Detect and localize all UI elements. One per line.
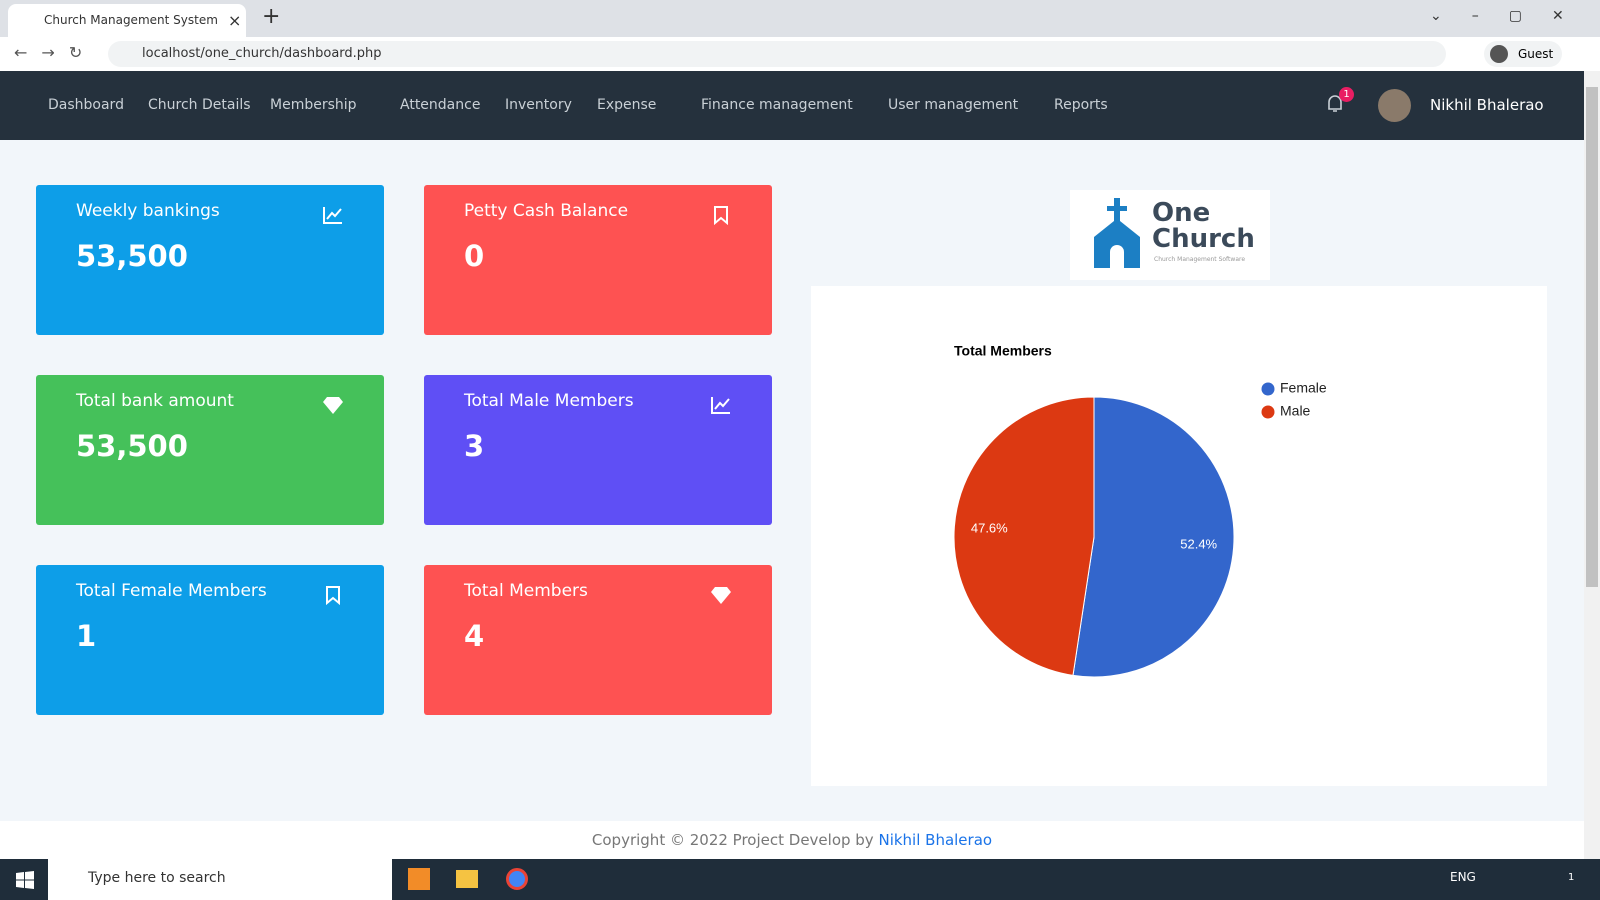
stat-card: Total Male Members 3 <box>424 375 772 525</box>
card-label: Total Female Members <box>76 581 267 601</box>
logo: One Church Church Management Software <box>1070 190 1270 280</box>
start-button[interactable] <box>16 871 34 889</box>
card-label: Total Members <box>464 581 588 601</box>
pie-slice <box>953 396 1095 676</box>
tab-bar: Church Management System × + ⌄–▢✕ <box>0 0 1600 37</box>
profile-name: Guest <box>1518 47 1554 61</box>
card-value: 53,500 <box>76 239 188 273</box>
user-name[interactable]: Nikhil Bhalerao <box>1430 96 1544 114</box>
card-label: Total bank amount <box>76 391 234 411</box>
address-bar: ←→↻ localhost/one_church/dashboard.php G… <box>0 37 1600 72</box>
bookmark-icon <box>714 206 728 225</box>
logo-line1: One <box>1152 198 1211 228</box>
chart-panel: Total Members 52.4% Female 47.6% Male <box>811 286 1547 786</box>
chart-icon <box>323 207 342 224</box>
tab-close[interactable]: × <box>228 11 242 30</box>
footer-link[interactable]: Nikhil Bhalerao <box>878 831 993 849</box>
stat-card: Total Female Members 1 <box>36 565 384 715</box>
logo-line2: Church <box>1152 224 1255 254</box>
legend-label: Female <box>1280 380 1327 396</box>
card-value: 0 <box>464 239 485 273</box>
stat-card: Petty Cash Balance 0 <box>424 185 772 335</box>
nav-item[interactable]: User management <box>888 97 1019 113</box>
taskbar: Type here to search ENG 1 <box>0 859 1600 900</box>
logo-icon <box>1094 198 1140 268</box>
notification-count[interactable]: 1 <box>1568 872 1575 883</box>
card-value: 1 <box>76 619 97 653</box>
card-label: Total Male Members <box>464 391 634 411</box>
pie-slice <box>1072 396 1235 678</box>
footer-text: Copyright © 2022 Project Develop by <box>591 831 874 849</box>
profile[interactable]: Guest <box>1484 41 1562 67</box>
card-label: Petty Cash Balance <box>464 201 629 221</box>
footer: Copyright © 2022 Project Develop by Nikh… <box>0 821 1584 859</box>
card-label: Weekly bankings <box>76 201 220 221</box>
nav-item[interactable]: Inventory <box>505 97 572 113</box>
nav-buttons[interactable]: ←→↻ <box>14 43 97 62</box>
card-value: 53,500 <box>76 429 188 463</box>
bookmark-icon <box>326 586 340 605</box>
nav-item[interactable]: Reports <box>1054 97 1108 113</box>
nav-item[interactable]: Expense <box>597 97 657 113</box>
navbar: Dashboard Church Details Membership Atte… <box>0 71 1584 140</box>
scroll-thumb[interactable] <box>1586 87 1598 587</box>
nav-item[interactable]: Dashboard <box>48 97 124 113</box>
card-value: 4 <box>464 619 485 653</box>
avatar[interactable] <box>1378 89 1411 122</box>
bell-icon[interactable] <box>1326 93 1344 115</box>
stat-card: Total Members 4 <box>424 565 772 715</box>
url: localhost/one_church/dashboard.php <box>142 46 382 61</box>
chart-title: Total Members <box>954 343 1052 359</box>
nav-item[interactable]: Membership <box>270 97 357 113</box>
app-icon[interactable] <box>408 868 430 890</box>
slice-label: 52.4% <box>1180 536 1217 551</box>
language[interactable]: ENG <box>1450 870 1476 884</box>
legend-label: Male <box>1280 403 1311 419</box>
nav-item[interactable]: Attendance <box>400 97 481 113</box>
legend-swatch <box>1261 405 1275 419</box>
diamond-icon <box>323 397 343 414</box>
nav-item[interactable]: Finance management <box>701 97 853 113</box>
chart-icon <box>711 397 730 414</box>
card-value: 3 <box>464 429 485 463</box>
pie-chart: Total Members 52.4% Female 47.6% Male <box>953 343 1327 678</box>
app-icon[interactable] <box>506 868 528 890</box>
tab[interactable]: Church Management System × <box>8 4 246 37</box>
app-icon[interactable] <box>456 870 478 888</box>
search-box[interactable]: Type here to search <box>48 859 392 900</box>
diamond-icon <box>711 587 731 604</box>
logo-tagline: Church Management Software <box>1154 256 1246 263</box>
notification-badge: 1 <box>1339 87 1354 102</box>
new-tab[interactable]: + <box>262 4 281 29</box>
stat-card: Total bank amount 53,500 <box>36 375 384 525</box>
scrollbar[interactable] <box>1584 71 1600 859</box>
slice-label: 47.6% <box>971 521 1008 536</box>
url-field[interactable]: localhost/one_church/dashboard.php <box>108 41 1446 67</box>
window-controls[interactable]: ⌄–▢✕ <box>1430 8 1594 24</box>
tab-title: Church Management System <box>44 13 218 27</box>
nav-item[interactable]: Church Details <box>148 97 251 113</box>
stat-card: Weekly bankings 53,500 <box>36 185 384 335</box>
search-placeholder: Type here to search <box>88 870 226 886</box>
legend-swatch <box>1261 382 1275 396</box>
profile-icon <box>1490 45 1508 63</box>
